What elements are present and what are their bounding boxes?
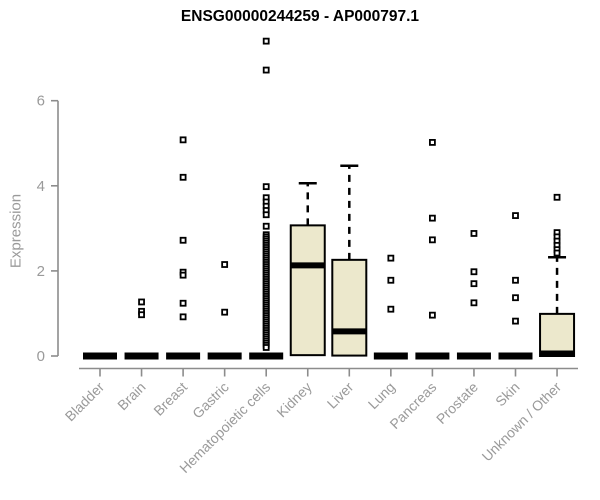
- outlier-point-prostate: [470, 268, 478, 276]
- outlier-point-pancreas: [428, 138, 436, 146]
- x-tick-label-breast: Breast: [150, 379, 190, 419]
- outlier-point-pancreas: [428, 214, 436, 222]
- outlier-point-breast: [179, 313, 187, 321]
- y-axis-tick-label: 4: [37, 178, 45, 195]
- outlier-point-hematopoietic-cells: [262, 344, 270, 351]
- outlier-point-hematopoietic-cells: [262, 66, 270, 74]
- outlier-point-unknown-other: [553, 193, 561, 201]
- outlier-point-breast: [179, 299, 187, 307]
- y-axis-tick-label: 0: [37, 348, 45, 365]
- outlier-point-brain: [138, 311, 145, 319]
- outlier-point-skin: [512, 212, 519, 219]
- x-tick-label-kidney: Kidney: [273, 379, 315, 421]
- outlier-point-hematopoietic-cells: [262, 211, 270, 219]
- outlier-point-brain: [138, 298, 145, 306]
- y-axis-tick-label: 6: [37, 93, 45, 110]
- outlier-point-breast: [179, 236, 187, 244]
- outlier-point-breast: [179, 271, 187, 279]
- x-tick-label-brain: Brain: [114, 379, 148, 413]
- chart-title: ENSG00000244259 - AP000797.1: [180, 8, 420, 25]
- outlier-point-hematopoietic-cells: [262, 222, 270, 230]
- outlier-point-pancreas: [428, 236, 436, 244]
- outlier-point-gastric: [221, 261, 229, 268]
- outlier-point-prostate: [470, 299, 478, 307]
- outlier-point-hematopoietic-cells: [262, 37, 270, 45]
- outlier-point-gastric: [221, 308, 229, 316]
- box-liver: [331, 258, 368, 357]
- outlier-point-lung: [387, 254, 395, 262]
- outlier-point-breast: [179, 173, 187, 181]
- x-tick-label-prostate: Prostate: [433, 379, 481, 427]
- outlier-point-skin: [512, 317, 519, 325]
- box-kidney: [289, 224, 326, 357]
- box-unknown-other: [539, 312, 576, 357]
- x-tick-label-lung: Lung: [365, 379, 398, 412]
- y-axis-tick-label: 2: [37, 263, 45, 280]
- outlier-point-prostate: [470, 230, 478, 237]
- x-tick-label-liver: Liver: [324, 379, 357, 412]
- outlier-point-breast: [179, 136, 187, 144]
- outlier-point-lung: [387, 276, 395, 284]
- x-tick-label-unknown-other: Unknown / Other: [479, 379, 565, 465]
- x-tick-label-bladder: Bladder: [62, 379, 108, 425]
- outlier-point-lung: [387, 305, 395, 313]
- outlier-point-hematopoietic-cells: [262, 183, 270, 191]
- outlier-point-unknown-other: [553, 249, 561, 257]
- outlier-point-skin: [512, 276, 519, 284]
- outlier-point-prostate: [470, 280, 478, 288]
- x-tick-label-skin: Skin: [492, 379, 523, 410]
- outlier-point-pancreas: [428, 311, 436, 319]
- outlier-point-skin: [512, 294, 519, 302]
